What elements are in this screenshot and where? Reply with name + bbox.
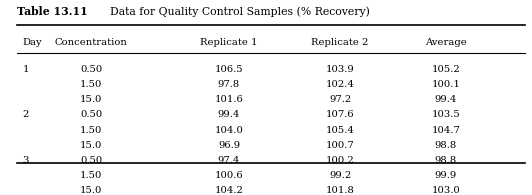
Text: Concentration: Concentration bbox=[55, 38, 128, 47]
Text: 98.8: 98.8 bbox=[435, 141, 457, 150]
Text: 104.0: 104.0 bbox=[214, 126, 244, 135]
Text: 103.0: 103.0 bbox=[431, 186, 460, 195]
Text: 2: 2 bbox=[22, 111, 29, 120]
Text: 15.0: 15.0 bbox=[80, 95, 103, 104]
Text: 0.50: 0.50 bbox=[80, 111, 103, 120]
Text: 103.9: 103.9 bbox=[326, 65, 354, 74]
Text: 1.50: 1.50 bbox=[80, 126, 103, 135]
Text: 1.50: 1.50 bbox=[80, 80, 103, 89]
Text: 104.2: 104.2 bbox=[214, 186, 244, 195]
Text: 97.2: 97.2 bbox=[329, 95, 351, 104]
Text: 99.4: 99.4 bbox=[435, 95, 457, 104]
Text: 97.8: 97.8 bbox=[218, 80, 240, 89]
Text: 103.5: 103.5 bbox=[431, 111, 460, 120]
Text: 3: 3 bbox=[22, 156, 29, 165]
Text: 105.4: 105.4 bbox=[326, 126, 354, 135]
Text: 101.6: 101.6 bbox=[214, 95, 243, 104]
Text: Day: Day bbox=[22, 38, 42, 47]
Text: 106.5: 106.5 bbox=[214, 65, 243, 74]
Text: 100.1: 100.1 bbox=[431, 80, 460, 89]
Text: Table 13.11: Table 13.11 bbox=[17, 6, 88, 17]
Text: 99.2: 99.2 bbox=[329, 171, 351, 180]
Text: 0.50: 0.50 bbox=[80, 65, 103, 74]
Text: Average: Average bbox=[425, 38, 467, 47]
Text: 107.6: 107.6 bbox=[326, 111, 354, 120]
Text: 101.8: 101.8 bbox=[326, 186, 354, 195]
Text: Replicate 2: Replicate 2 bbox=[311, 38, 369, 47]
Text: 97.4: 97.4 bbox=[218, 156, 240, 165]
Text: 1.50: 1.50 bbox=[80, 171, 103, 180]
Text: 102.4: 102.4 bbox=[326, 80, 354, 89]
Text: 100.6: 100.6 bbox=[214, 171, 243, 180]
Text: 99.4: 99.4 bbox=[218, 111, 240, 120]
Text: 104.7: 104.7 bbox=[431, 126, 460, 135]
Text: 96.9: 96.9 bbox=[218, 141, 240, 150]
Text: Replicate 1: Replicate 1 bbox=[200, 38, 257, 47]
Text: 15.0: 15.0 bbox=[80, 186, 103, 195]
Text: 0.50: 0.50 bbox=[80, 156, 103, 165]
Text: 100.2: 100.2 bbox=[326, 156, 354, 165]
Text: 100.7: 100.7 bbox=[326, 141, 354, 150]
Text: 15.0: 15.0 bbox=[80, 141, 103, 150]
Text: 1: 1 bbox=[22, 65, 29, 74]
Text: 98.8: 98.8 bbox=[435, 156, 457, 165]
Text: 105.2: 105.2 bbox=[431, 65, 460, 74]
Text: Data for Quality Control Samples (% Recovery): Data for Quality Control Samples (% Reco… bbox=[110, 6, 370, 17]
Text: 99.9: 99.9 bbox=[435, 171, 457, 180]
